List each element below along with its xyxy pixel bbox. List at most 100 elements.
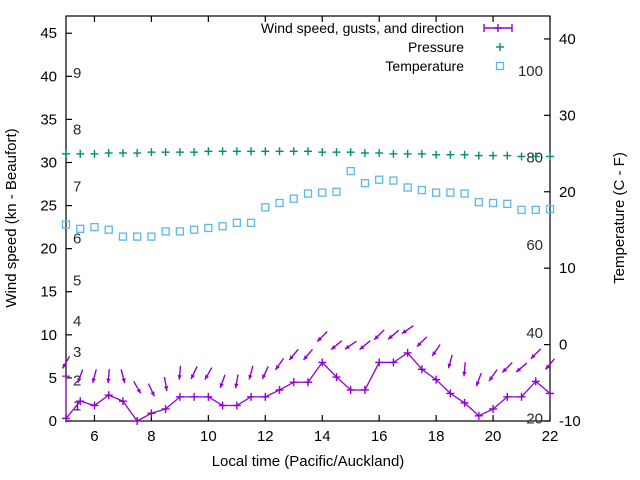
wind-direction-arrow-head [191, 374, 196, 380]
wind-direction-arrow-head [219, 382, 224, 388]
y-tick-label: 35 [40, 111, 57, 128]
series-pressure [62, 147, 554, 161]
wind-direction-arrow-head [317, 336, 323, 342]
x-tick-label: 16 [371, 428, 388, 445]
y-tick-label: 45 [40, 25, 57, 42]
wind-direction-arrow-head [121, 378, 126, 383]
temperature-point [375, 175, 384, 184]
x-axis-title: Local time (Pacific/Auckland) [212, 453, 405, 470]
temperature-point [431, 188, 441, 197]
temperature-point [303, 189, 313, 198]
y2-axis-ticks: -10 0 10 20 30 40 [544, 31, 581, 430]
legend-sample-square [495, 61, 505, 71]
y-tick-label: 5 [49, 370, 57, 387]
y2-tick-label: 0 [559, 337, 567, 354]
wind-direction-arrow-head [331, 345, 336, 350]
x-tick-label: 14 [314, 428, 331, 445]
y2-tick-label: 10 [559, 260, 576, 277]
y-axis-ticks: 0 5 10 15 20 25 30 35 40 45 [40, 25, 72, 430]
wind-direction-arrow-head [401, 329, 407, 334]
temperature-point [76, 224, 85, 233]
y-axis-title: Wind speed (kn - Beaufort) [3, 128, 20, 307]
y2-tick-label: 40 [559, 31, 576, 48]
beaufort-label: 5 [73, 273, 81, 290]
temperature-point [417, 185, 427, 195]
wind-direction-arrow-head [234, 383, 239, 389]
x-axis-ticks: 6 8 10 12 14 16 18 20 22 [90, 16, 558, 445]
beaufort-label: 3 [73, 344, 81, 361]
wind-direction-arrow-head [289, 355, 294, 361]
temperature-point [261, 203, 270, 212]
fahrenheit-label: 40 [526, 325, 543, 342]
temperature-point [275, 198, 284, 208]
y-tick-label: 10 [40, 327, 57, 344]
wind-direction-arrow-head [416, 341, 422, 347]
beaufort-label: 9 [73, 65, 81, 82]
wind-direction-arrow-head [150, 391, 155, 397]
wind-direction-arrow-head [359, 345, 365, 350]
wind-direction-arrow-head [77, 377, 82, 383]
fahrenheit-label: 20 [526, 410, 543, 427]
temperature-point [147, 232, 156, 241]
wind-direction-arrow-head [432, 351, 437, 357]
wind-direction-arrow-head [177, 375, 182, 380]
temperature-point [488, 198, 498, 208]
beaufort-label: 2 [73, 373, 81, 390]
temperature-point [474, 197, 483, 207]
beaufort-label: 1 [73, 397, 81, 414]
x-tick-label: 20 [485, 428, 502, 445]
wind-direction-arrow-head [248, 374, 253, 380]
x-tick-label: 8 [147, 428, 155, 445]
temperature-point [332, 187, 341, 196]
temperature-point [389, 176, 398, 185]
wind-direction-arrow-head [106, 378, 111, 384]
legend-label-1: Pressure [408, 39, 464, 55]
y2-tick-label: 30 [559, 107, 576, 124]
wind-direction-arrow-head [502, 367, 508, 373]
temperature-point [517, 205, 526, 215]
temperature-point [61, 220, 71, 229]
wind-direction-arrow-head [163, 386, 169, 391]
y-tick-label: 15 [40, 284, 57, 301]
chart-legend: Wind speed, gusts, and direction Pressure… [261, 20, 513, 74]
temperature-point [289, 194, 298, 203]
wind-direction-arrow-head [516, 367, 522, 373]
y-tick-label: 20 [40, 241, 57, 258]
wind-direction-arrow-head [374, 335, 379, 340]
y-tick-label: 25 [40, 198, 57, 215]
temperature-point [204, 223, 213, 233]
x-tick-label: 22 [542, 428, 559, 445]
fahrenheit-label: 80 [526, 149, 543, 166]
fahrenheit-label: 100 [518, 63, 543, 80]
series-wind-speed [61, 325, 556, 425]
temperature-point [232, 218, 241, 227]
temperature-point [218, 222, 227, 231]
data-series [61, 147, 556, 425]
legend-label-0: Wind speed, gusts, and direction [261, 20, 464, 36]
wind-direction-arrow-head [204, 374, 209, 380]
x-tick-label: 6 [90, 428, 98, 445]
temperature-point [318, 188, 327, 197]
y-tick-label: 30 [40, 154, 57, 171]
temperature-point [403, 183, 412, 192]
temperature-point [531, 205, 540, 215]
beaufort-label: 8 [73, 122, 81, 139]
temperature-point [460, 189, 469, 198]
y-tick-label: 40 [40, 68, 57, 85]
wind-direction-arrow-head [545, 364, 551, 370]
temperature-point [503, 199, 512, 209]
wind-direction-arrow-head [489, 376, 494, 382]
series-temperature [61, 166, 555, 241]
plot-border [65, 15, 551, 422]
x-tick-label: 18 [428, 428, 445, 445]
y2-axis-title: Temperature (C - F) [611, 152, 628, 284]
legend-label-2: Temperature [385, 58, 464, 74]
temperature-point [360, 179, 370, 188]
temperature-point [118, 232, 128, 241]
wind-direction-arrow-head [275, 364, 280, 370]
temperature-point [346, 166, 355, 176]
y2-tick-label: 20 [559, 184, 576, 201]
temperature-point [189, 225, 199, 234]
